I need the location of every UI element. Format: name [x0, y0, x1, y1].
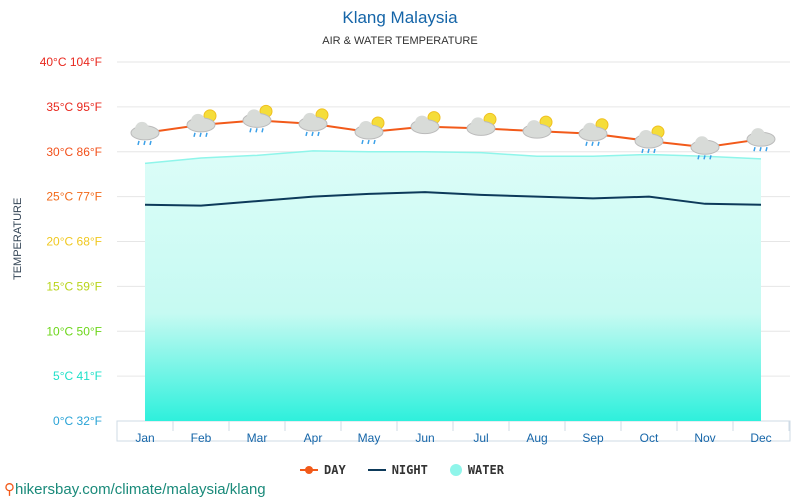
cloud-puff [359, 121, 373, 136]
sun-rain-weather-icon [578, 118, 609, 146]
cloud-puff [751, 128, 765, 143]
y-tick-label: 15°C 59°F [46, 279, 102, 293]
x-tick-label: Sep [582, 431, 604, 445]
raindrop-icon [149, 140, 152, 146]
chart-plot: 0°C 32°F 5°C 41°F 10°C 50°F 15°C 59°F 20°C 6… [40, 55, 791, 445]
partly-cloudy-weather-icon [466, 112, 497, 136]
raindrop-icon [709, 155, 712, 160]
cloud-puff [303, 112, 317, 127]
raindrop-icon [373, 139, 376, 145]
x-tick-label: Aug [526, 431, 547, 445]
sun-rain-weather-icon [242, 104, 273, 133]
rain-weather-icon [746, 128, 776, 152]
legend-night-label: NIGHT [391, 463, 428, 477]
raindrop-icon [361, 139, 364, 145]
y-tick-label: 25°C 77°F [46, 190, 102, 204]
raindrop-icon [311, 131, 314, 137]
cloud-puff [191, 113, 205, 128]
legend: DAY NIGHT WATER [300, 463, 504, 477]
sun-rain-weather-icon [634, 125, 665, 154]
raindrop-icon [641, 148, 644, 154]
y-tick-label: 5°C 41°F [53, 369, 102, 383]
raindrop-icon [591, 141, 594, 146]
x-tick-label: Jun [415, 431, 434, 445]
partly-cloudy-weather-icon [522, 115, 553, 139]
raindrop-icon [585, 141, 588, 146]
water-line [144, 150, 762, 165]
footer-text: hikersbay.com/climate/malaysia/klang [15, 481, 266, 498]
legend-day-label: DAY [324, 463, 346, 477]
raindrop-icon [753, 147, 756, 152]
day-line [144, 119, 762, 149]
raindrop-icon [697, 155, 700, 160]
raindrop-icon [759, 147, 762, 152]
x-tick-label: Oct [640, 431, 659, 445]
x-tick-label: Jul [473, 431, 488, 445]
rain-weather-icon [690, 136, 720, 160]
x-tick-label: May [358, 431, 381, 445]
legend-water[interactable]: WATER [449, 463, 504, 477]
raindrop-icon [703, 155, 706, 160]
sun-rain-weather-icon [354, 116, 385, 145]
raindrop-icon [765, 147, 768, 152]
raindrop-icon [137, 140, 140, 146]
x-tick-label: Feb [191, 431, 212, 445]
raindrop-icon [193, 132, 196, 138]
cloud-puff [135, 121, 149, 136]
raindrop-icon [647, 148, 650, 154]
sun-rain-weather-icon [298, 108, 329, 137]
cloud-puff [583, 122, 597, 137]
raindrop-icon [205, 132, 208, 138]
chart-subtitle: AIR & WATER TEMPERATURE [322, 35, 478, 47]
raindrop-icon [199, 132, 202, 138]
legend-day[interactable]: DAY [300, 463, 346, 477]
water-area [145, 150, 761, 422]
raindrop-icon [261, 128, 264, 133]
night-line [144, 191, 762, 207]
cloud-puff [527, 120, 541, 135]
cloud-puff [415, 115, 429, 130]
cloud-puff [247, 109, 261, 124]
raindrop-icon [143, 140, 146, 146]
y-tick-label: 35°C 95°F [46, 100, 102, 114]
raindrop-icon [597, 141, 600, 146]
raindrop-icon [255, 128, 258, 133]
footer-link[interactable]: ⚲hikersbay.com/climate/malaysia/klang [4, 480, 266, 498]
legend-water-label: WATER [467, 463, 504, 477]
raindrop-icon [653, 148, 656, 154]
partly-cloudy-weather-icon [410, 111, 441, 135]
raindrop-icon [317, 131, 320, 137]
cloud-puff [639, 129, 653, 144]
map-pin-icon: ⚲ [4, 481, 15, 498]
x-tick-label: Dec [750, 431, 771, 445]
x-tick-label: Jan [135, 431, 154, 445]
raindrop-icon [367, 139, 370, 145]
y-tick-label: 0°C 32°F [53, 414, 102, 428]
x-tick-label: Nov [694, 431, 715, 445]
raindrop-icon [305, 131, 308, 137]
y-tick-label: 40°C 104°F [40, 55, 102, 69]
legend-night[interactable]: NIGHT [367, 463, 428, 477]
y-tick-label: 30°C 86°F [46, 145, 102, 159]
raindrop-icon [249, 128, 252, 133]
cloud-puff [695, 136, 709, 151]
y-tick-label: 10°C 50°F [46, 324, 102, 338]
cloud-puff [471, 117, 485, 132]
sun-rain-weather-icon [186, 109, 217, 138]
chart-title: Klang Malaysia [342, 8, 458, 27]
x-tick-label: Apr [304, 431, 323, 445]
y-tick-label: 20°C 68°F [46, 235, 102, 249]
x-tick-label: Mar [247, 431, 268, 445]
rain-weather-icon [130, 121, 160, 146]
